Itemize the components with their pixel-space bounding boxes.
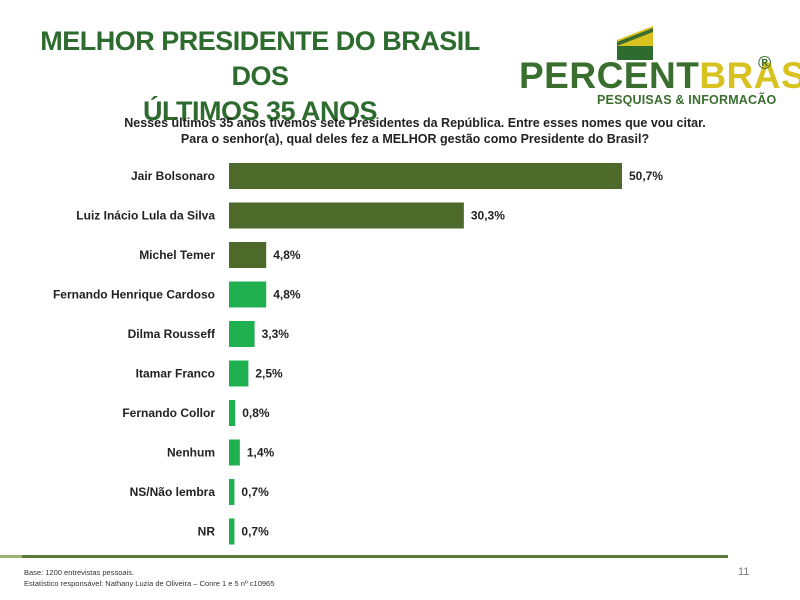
- category-label: Fernando Collor: [122, 406, 215, 420]
- category-label: Nenhum: [167, 446, 215, 460]
- bar: [229, 321, 255, 347]
- category-label: Fernando Henrique Cardoso: [53, 288, 215, 302]
- footer-divider: [22, 555, 728, 558]
- bar-value-label: 30,3%: [471, 209, 505, 223]
- logo-text-percent: PERCENT: [519, 55, 700, 96]
- survey-question: Nesses últimos 35 anos tivemos sete Pres…: [80, 115, 750, 147]
- bar-value-label: 2,5%: [255, 367, 283, 381]
- title-line-1: MELHOR PRESIDENTE DO BRASIL DOS: [40, 26, 480, 91]
- bar-value-label: 1,4%: [247, 446, 275, 460]
- category-label: Jair Bolsonaro: [131, 169, 215, 183]
- bar: [229, 518, 235, 545]
- footer-base: Base: 1200 entrevistas pessoais.: [24, 568, 135, 577]
- bar: [229, 360, 249, 387]
- footer-statistician: Estatístico responsável: Nathany Luzia d…: [24, 579, 275, 588]
- bar-value-label: 0,7%: [241, 525, 269, 539]
- question-line-1: Nesses últimos 35 anos tivemos sete Pres…: [124, 116, 706, 130]
- bar: [229, 163, 622, 189]
- logo-registered-mark: ®: [758, 53, 772, 73]
- page-title: MELHOR PRESIDENTE DO BRASIL DOS ÚLTIMOS …: [10, 24, 510, 129]
- category-label: NR: [198, 525, 216, 539]
- bar: [229, 439, 240, 466]
- category-label: Luiz Inácio Lula da Silva: [76, 209, 215, 223]
- bar-chart: Jair Bolsonaro 50,7% Luiz Inácio Lula da S…: [53, 163, 663, 545]
- bar-value-label: 0,8%: [242, 406, 270, 420]
- bar: [229, 400, 236, 426]
- bar-value-label: 0,7%: [241, 485, 269, 499]
- logo-wordmark: PERCENTBRASIL: [519, 56, 800, 96]
- bar: [229, 242, 267, 268]
- bar-value-label: 50,7%: [629, 169, 663, 183]
- bar-value-label: 4,8%: [273, 288, 301, 302]
- category-label: Itamar Franco: [136, 367, 215, 381]
- bar: [229, 202, 464, 229]
- percentbrasil-logo: PERCENTBRASIL ® PESQUISAS & INFORMACÃO: [515, 18, 800, 110]
- bar: [229, 281, 267, 308]
- bar: [229, 479, 235, 505]
- footer-divider-left: [0, 555, 22, 558]
- category-label: NS/Não lembra: [130, 485, 216, 499]
- bar-value-label: 3,3%: [262, 327, 290, 341]
- title-line-2: ÚLTIMOS 35 ANOS: [142, 96, 378, 126]
- category-label: Michel Temer: [139, 248, 215, 262]
- question-line-2: Para o senhor(a), qual deles fez a MELHO…: [180, 132, 650, 146]
- logo-flag-icon: [617, 26, 653, 60]
- bar-value-label: 4,8%: [273, 248, 301, 262]
- category-label: Dilma Rousseff: [128, 327, 216, 341]
- logo-text-brasil: BRASIL: [699, 55, 800, 96]
- page-number: 11: [738, 566, 750, 578]
- logo-subtitle: PESQUISAS & INFORMACÃO: [597, 93, 777, 107]
